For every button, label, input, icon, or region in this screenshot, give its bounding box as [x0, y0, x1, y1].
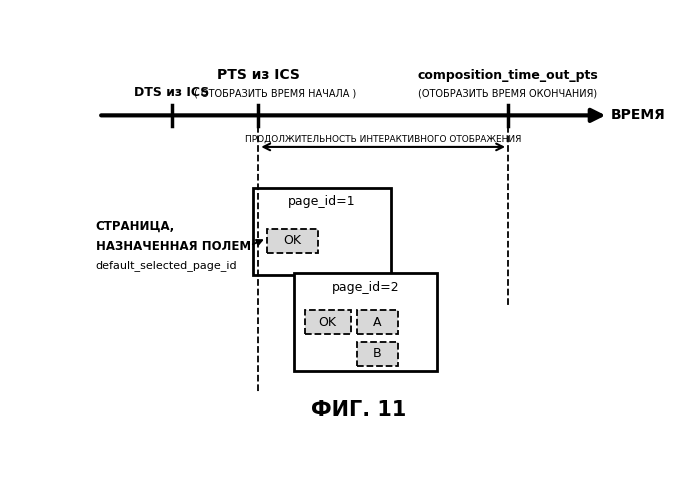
Text: DTS из ICS: DTS из ICS	[134, 86, 209, 99]
Bar	[304, 310, 351, 335]
Text: ПРОДОЛЖИТЕЛЬНОСТЬ ИНТЕРАКТИВНОГО ОТОБРАЖЕНИЯ: ПРОДОЛЖИТЕЛЬНОСТЬ ИНТЕРАКТИВНОГО ОТОБРАЖ…	[245, 135, 522, 144]
Text: A: A	[373, 316, 382, 329]
Text: НАЗНАЧЕННАЯ ПОЛЕМ: НАЗНАЧЕННАЯ ПОЛЕМ	[96, 240, 251, 253]
Text: B: B	[373, 348, 382, 361]
Bar	[294, 273, 438, 372]
Bar	[357, 310, 398, 335]
Text: page_id=2: page_id=2	[332, 281, 399, 294]
Bar	[267, 228, 318, 253]
Text: default_selected_page_id: default_selected_page_id	[96, 260, 237, 271]
Text: ФИГ. 11: ФИГ. 11	[311, 400, 407, 420]
Text: page_id=1: page_id=1	[288, 195, 356, 208]
Text: PTS из ICS: PTS из ICS	[217, 68, 300, 82]
Text: OK: OK	[318, 316, 337, 329]
Text: OK: OK	[284, 234, 301, 247]
Text: СТРАНИЦА,: СТРАНИЦА,	[96, 219, 175, 232]
Bar	[253, 188, 391, 275]
Text: composition_time_out_pts: composition_time_out_pts	[418, 69, 598, 82]
Bar	[357, 342, 398, 366]
Text: ( ОТОБРАЗИТЬ ВРЕМЯ НАЧАЛА ): ( ОТОБРАЗИТЬ ВРЕМЯ НАЧАЛА )	[193, 89, 356, 99]
Text: ВРЕМЯ: ВРЕМЯ	[611, 108, 666, 122]
Text: (ОТОБРАЗИТЬ ВРЕМЯ ОКОНЧАНИЯ): (ОТОБРАЗИТЬ ВРЕМЯ ОКОНЧАНИЯ)	[419, 89, 598, 99]
